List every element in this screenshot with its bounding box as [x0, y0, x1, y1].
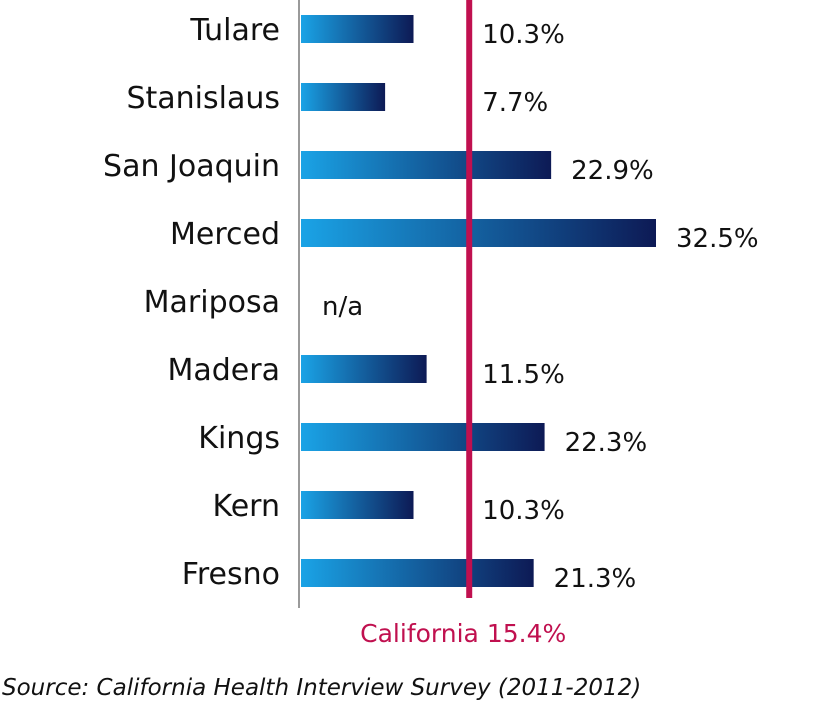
bar	[301, 423, 545, 451]
value-label: 22.3%	[565, 428, 648, 458]
category-label: Kings	[198, 421, 280, 456]
labels-group: Tulare 10.3% Stanislaus 7.7% San Joaquin 22.9…	[103, 13, 759, 594]
source-note: Source: California Health Interview Surv…	[2, 675, 641, 701]
value-label: 11.5%	[482, 360, 565, 390]
bar	[301, 491, 414, 519]
value-label: 22.9%	[571, 156, 654, 186]
bar	[301, 355, 427, 383]
category-label: Stanislaus	[126, 81, 280, 116]
value-label: 32.5%	[676, 224, 759, 254]
value-label: 21.3%	[554, 564, 637, 594]
bar	[301, 15, 414, 43]
bar	[301, 151, 552, 179]
bar	[301, 559, 534, 587]
value-label: n/a	[322, 292, 363, 322]
category-label: San Joaquin	[103, 149, 280, 184]
category-label: Madera	[168, 353, 281, 388]
bar	[301, 83, 386, 111]
value-label: 10.3%	[482, 496, 565, 526]
bars-group	[301, 15, 656, 587]
bar	[301, 219, 656, 247]
california-reference-label: California 15.4%	[360, 619, 566, 648]
value-label: 7.7%	[482, 88, 548, 118]
category-label: Mariposa	[144, 285, 280, 320]
category-label: Kern	[213, 489, 280, 524]
value-label: 10.3%	[482, 20, 565, 50]
category-label: Merced	[170, 217, 280, 252]
category-label: Fresno	[182, 557, 280, 592]
category-label: Tulare	[189, 13, 280, 48]
